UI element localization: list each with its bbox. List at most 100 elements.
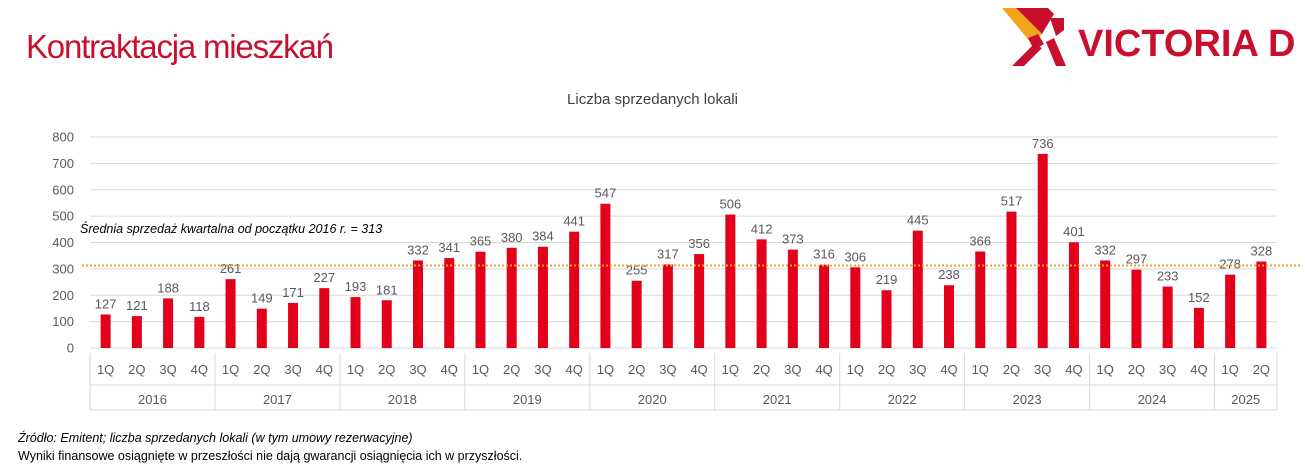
data-label: 193 [345, 279, 367, 294]
x-tick-label: 4Q [1190, 362, 1207, 377]
y-tick-label: 0 [67, 341, 74, 356]
x-tick-label: 3Q [1034, 362, 1051, 377]
data-label: 127 [95, 297, 117, 312]
year-label: 2017 [263, 392, 292, 407]
bar [819, 264, 830, 348]
x-tick-label: 2Q [253, 362, 270, 377]
bar [1068, 242, 1079, 348]
bar [131, 316, 142, 348]
x-tick-label: 4Q [565, 362, 582, 377]
bar [569, 231, 580, 348]
bar [506, 247, 517, 348]
bar [600, 203, 611, 348]
year-label: 2023 [1013, 392, 1042, 407]
x-tick-label: 4Q [940, 362, 957, 377]
data-label: 412 [751, 221, 773, 236]
x-tick-label: 3Q [284, 362, 301, 377]
x-tick-label: 3Q [659, 362, 676, 377]
data-label: 356 [688, 236, 710, 251]
bar [163, 298, 174, 348]
data-label: 517 [1001, 194, 1023, 209]
data-label: 316 [813, 247, 835, 262]
x-tick-label: 1Q [1221, 362, 1238, 377]
year-label: 2021 [763, 392, 792, 407]
x-tick-label: 1Q [472, 362, 489, 377]
data-label: 278 [1219, 257, 1241, 272]
year-label: 2025 [1231, 392, 1260, 407]
data-label: 384 [532, 229, 554, 244]
y-tick-label: 100 [52, 314, 74, 329]
bar [288, 302, 299, 348]
bar [1100, 260, 1111, 348]
bar [194, 316, 205, 348]
bar [350, 297, 361, 348]
x-tick-label: 4Q [441, 362, 458, 377]
data-label: 365 [470, 234, 492, 249]
bar [850, 267, 861, 348]
x-tick-label: 2Q [753, 362, 770, 377]
data-label: 380 [501, 230, 523, 245]
data-label: 506 [720, 197, 742, 212]
data-label: 317 [657, 246, 679, 261]
average-label: Średnia sprzedaż kwartalna od początku 2… [80, 221, 382, 236]
bar [725, 214, 736, 348]
x-tick-label: 3Q [409, 362, 426, 377]
bar [1162, 286, 1173, 348]
x-tick-label: 3Q [909, 362, 926, 377]
bar [1193, 307, 1204, 348]
bar [944, 285, 955, 348]
data-label: 188 [157, 280, 179, 295]
bar [225, 279, 236, 348]
y-tick-label: 300 [52, 261, 74, 276]
bar [412, 260, 423, 348]
x-tick-label: 3Q [159, 362, 176, 377]
x-tick-label: 3Q [1159, 362, 1176, 377]
x-tick-label: 2Q [628, 362, 645, 377]
bar [1256, 261, 1267, 348]
bar [1131, 269, 1142, 348]
x-tick-label: 1Q [1097, 362, 1114, 377]
y-tick-label: 800 [52, 130, 74, 145]
bar [381, 300, 392, 348]
bar [787, 249, 798, 348]
x-tick-label: 4Q [316, 362, 333, 377]
y-tick-label: 200 [52, 288, 74, 303]
bar [537, 246, 548, 348]
data-label: 401 [1063, 224, 1085, 239]
bar [100, 314, 111, 348]
year-label: 2020 [638, 392, 667, 407]
year-label: 2018 [388, 392, 417, 407]
x-tick-label: 3Q [534, 362, 551, 377]
year-label: 2024 [1138, 392, 1167, 407]
x-tick-label: 2Q [1253, 362, 1270, 377]
data-label: 121 [126, 298, 148, 313]
data-label: 373 [782, 232, 804, 247]
data-label: 547 [595, 186, 617, 201]
bar [631, 280, 642, 348]
data-label: 149 [251, 291, 273, 306]
y-tick-label: 600 [52, 182, 74, 197]
bar [694, 254, 705, 348]
x-tick-label: 1Q [597, 362, 614, 377]
logo-text: VICTORIA D [1078, 23, 1295, 65]
x-tick-label: 4Q [815, 362, 832, 377]
data-label: 219 [876, 272, 898, 287]
data-label: 181 [376, 282, 398, 297]
x-tick-label: 4Q [1065, 362, 1082, 377]
data-label: 118 [189, 299, 210, 314]
data-label: 227 [313, 270, 335, 285]
x-tick-label: 1Q [722, 362, 739, 377]
data-label: 441 [563, 214, 585, 229]
bar [756, 239, 767, 348]
disclaimer: Wyniki finansowe osiągnięte w przeszłośc… [18, 449, 523, 463]
bar [1006, 211, 1017, 348]
x-tick-label: 2Q [878, 362, 895, 377]
logo-mark-icon [1002, 8, 1066, 66]
bar [912, 230, 923, 348]
data-label: 152 [1188, 290, 1210, 305]
bar [1037, 153, 1048, 348]
data-label: 736 [1032, 136, 1054, 151]
bar [256, 308, 267, 348]
data-label: 171 [282, 285, 304, 300]
